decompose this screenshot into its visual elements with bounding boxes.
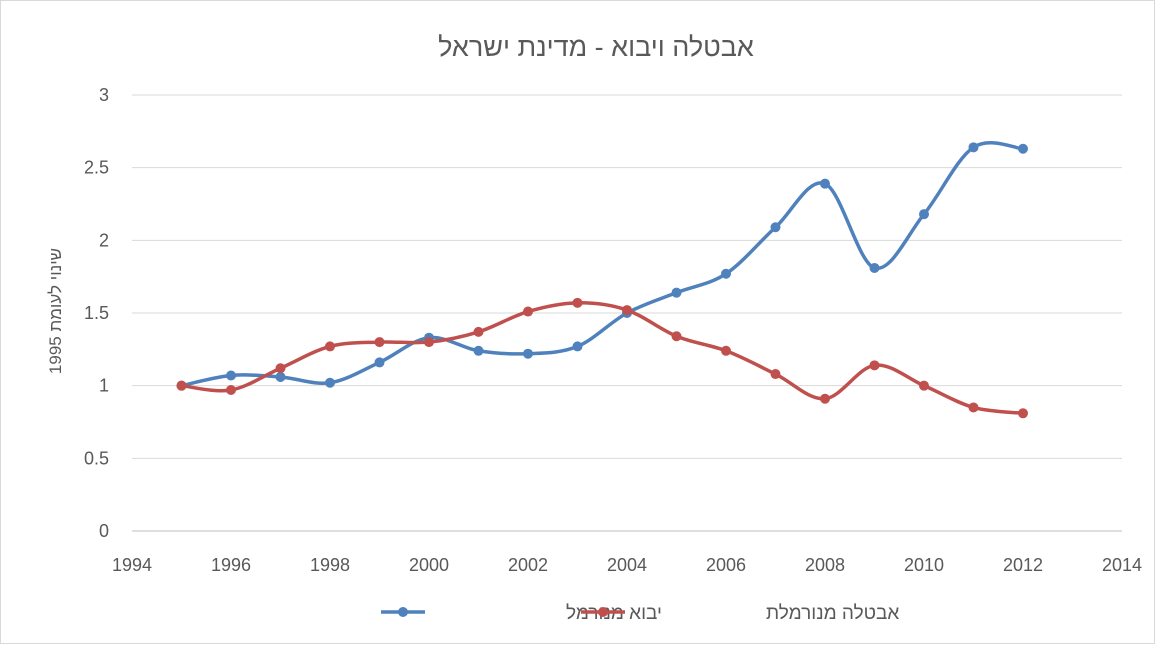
data-point: [473, 326, 484, 337]
data-point: [523, 306, 533, 317]
data-point: [226, 370, 236, 381]
data-point: [325, 377, 335, 388]
data-point: [968, 142, 979, 153]
data-point: [572, 341, 583, 352]
data-point: [721, 268, 731, 279]
data-point: [968, 402, 979, 413]
data-point: [374, 357, 385, 368]
data-point: [820, 178, 830, 189]
legend: יבוא מנורמלאבטלה מנורמלת: [381, 603, 899, 624]
series: [176, 141, 1028, 419]
data-point: [572, 297, 583, 308]
x-tick-label: 2006: [706, 555, 746, 575]
y-axis-label: שינוי לעומת 1995: [46, 248, 65, 374]
data-point: [869, 360, 880, 371]
x-tick-label: 2000: [409, 555, 449, 575]
series-line-2: [179, 301, 1025, 416]
chart-title: אבטלה ויבוא - מדינת ישראל: [438, 32, 754, 62]
data-point: [275, 371, 286, 382]
data-point: [523, 348, 533, 359]
y-tick-label: 0: [99, 521, 109, 541]
x-tick-label: 1998: [310, 555, 350, 575]
legend-swatch-marker: [398, 607, 408, 617]
x-tick-label: 2008: [805, 555, 845, 575]
data-point: [919, 209, 929, 220]
x-tick-label: 1994: [112, 555, 152, 575]
data-point: [176, 380, 187, 391]
data-point: [820, 393, 830, 404]
data-point: [770, 369, 781, 380]
legend-swatch-marker: [598, 607, 608, 617]
data-point: [1018, 143, 1028, 154]
data-point: [622, 305, 632, 316]
x-tick-label: 2014: [1102, 555, 1142, 575]
x-tick-label: 2002: [508, 555, 548, 575]
x-tick-label: 1996: [211, 555, 251, 575]
data-point: [275, 363, 286, 374]
data-point: [473, 345, 484, 356]
gridlines: [132, 94, 1122, 532]
data-point: [1018, 408, 1028, 419]
x-tick-label: 2010: [904, 555, 944, 575]
x-tick-label: 2004: [607, 555, 647, 575]
data-point: [671, 287, 682, 298]
data-point: [374, 337, 385, 348]
y-tick-label: 0.5: [84, 448, 109, 468]
y-tick-label: 1: [99, 376, 109, 396]
data-point: [424, 337, 434, 348]
axes: 0 0.5 1 1.5 2 2.5 3 1994 1996 1998 2000 2002 2004 200…: [84, 85, 1142, 575]
data-point: [325, 341, 335, 352]
data-point: [770, 222, 781, 233]
y-tick-label: 3: [99, 85, 109, 105]
data-point: [869, 262, 880, 273]
x-tick-label: 2012: [1003, 555, 1043, 575]
data-point: [919, 380, 929, 391]
legend-label: אבטלה מנורמלת: [766, 603, 899, 624]
series-line-1: [179, 141, 1025, 388]
y-tick-label: 2: [99, 230, 109, 250]
data-point: [226, 385, 236, 396]
y-tick-label: 2.5: [84, 158, 109, 178]
data-point: [721, 345, 731, 356]
data-point: [671, 331, 682, 342]
y-tick-label: 1.5: [84, 303, 109, 323]
